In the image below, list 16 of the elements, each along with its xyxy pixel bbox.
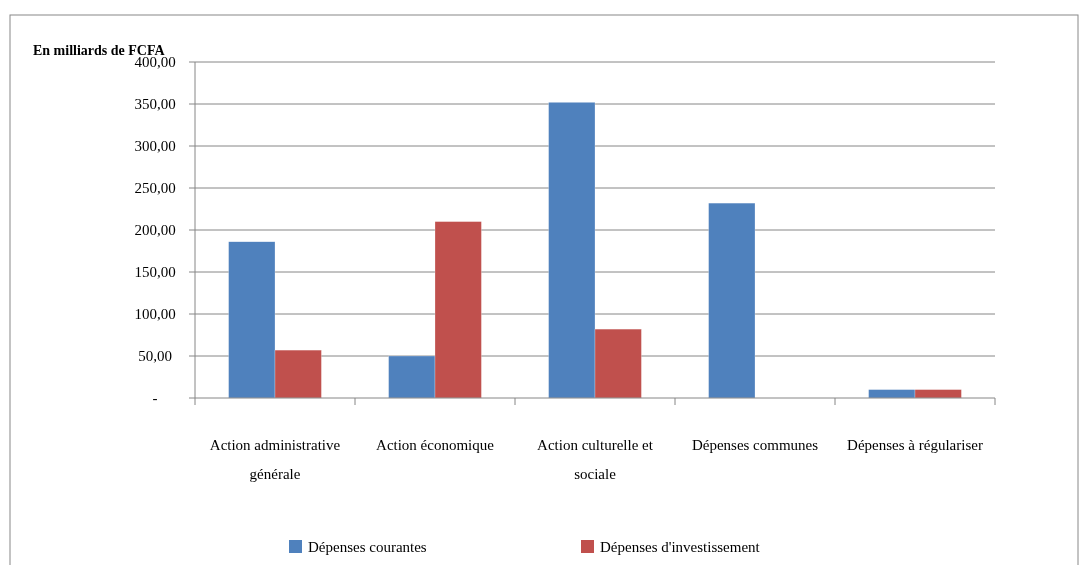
y-tick-label: 200,00 [134, 222, 176, 239]
y-tick-label: 250,00 [134, 180, 176, 197]
y-tick-label: 300,00 [134, 138, 176, 155]
x-tick-label: Action économique [376, 437, 495, 453]
x-tick-label: Action culturelle et sociale [537, 437, 654, 482]
x-tick-label: Dépenses à régulariser [847, 437, 983, 453]
legend-label: Dépenses d'investissement [600, 539, 761, 555]
x-tick-label: Action administrative générale [209, 437, 341, 482]
y-tick-label: - [152, 390, 158, 407]
y-tick-label: 50,00 [138, 348, 172, 365]
y-tick-label: 350,00 [134, 96, 176, 113]
bar [708, 202, 756, 399]
y-tick-label: 100,00 [134, 306, 176, 323]
legend-label: Dépenses courantes [308, 539, 427, 555]
y-tick-label: 150,00 [134, 264, 176, 281]
x-tick-label: Dépenses communes [691, 437, 819, 453]
